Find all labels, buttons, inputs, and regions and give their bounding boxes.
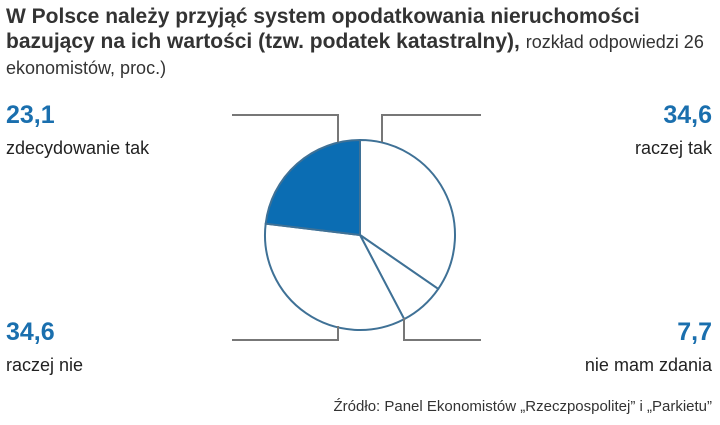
pie-slice-raczej-tak	[359, 139, 456, 290]
leader-line-zdecydowanie-tak	[232, 114, 339, 142]
label-nie-mam-zdania: nie mam zdania	[584, 355, 712, 375]
label-zdecydowanie-tak: zdecydowanie tak	[6, 138, 150, 158]
value-raczej-nie: 34,6	[6, 318, 55, 346]
source-note: Źródło: Panel Ekonomistów „Rzeczpospolit…	[333, 398, 712, 415]
pie-slice-zdecydowanie-tak	[264, 139, 361, 236]
leader-line-nie-mam-zdania	[403, 318, 481, 341]
value-nie-mam-zdania: 7,7	[677, 318, 712, 346]
value-raczej-tak: 34,6	[663, 101, 712, 129]
chart-title: W Polsce należy przyjąć system opodatkow…	[6, 5, 704, 78]
leader-line-raczej-nie	[232, 326, 339, 341]
label-raczej-nie: raczej nie	[6, 355, 84, 375]
label-raczej-tak: raczej tak	[634, 138, 712, 158]
value-zdecydowanie-tak: 23,1	[6, 101, 55, 129]
pie-slice-raczej-nie	[264, 222, 406, 331]
leader-line-raczej-tak	[381, 114, 481, 142]
chart-subtitle: rozkład odpowiedzi 26 ekonomistów, proc.…	[6, 32, 704, 78]
